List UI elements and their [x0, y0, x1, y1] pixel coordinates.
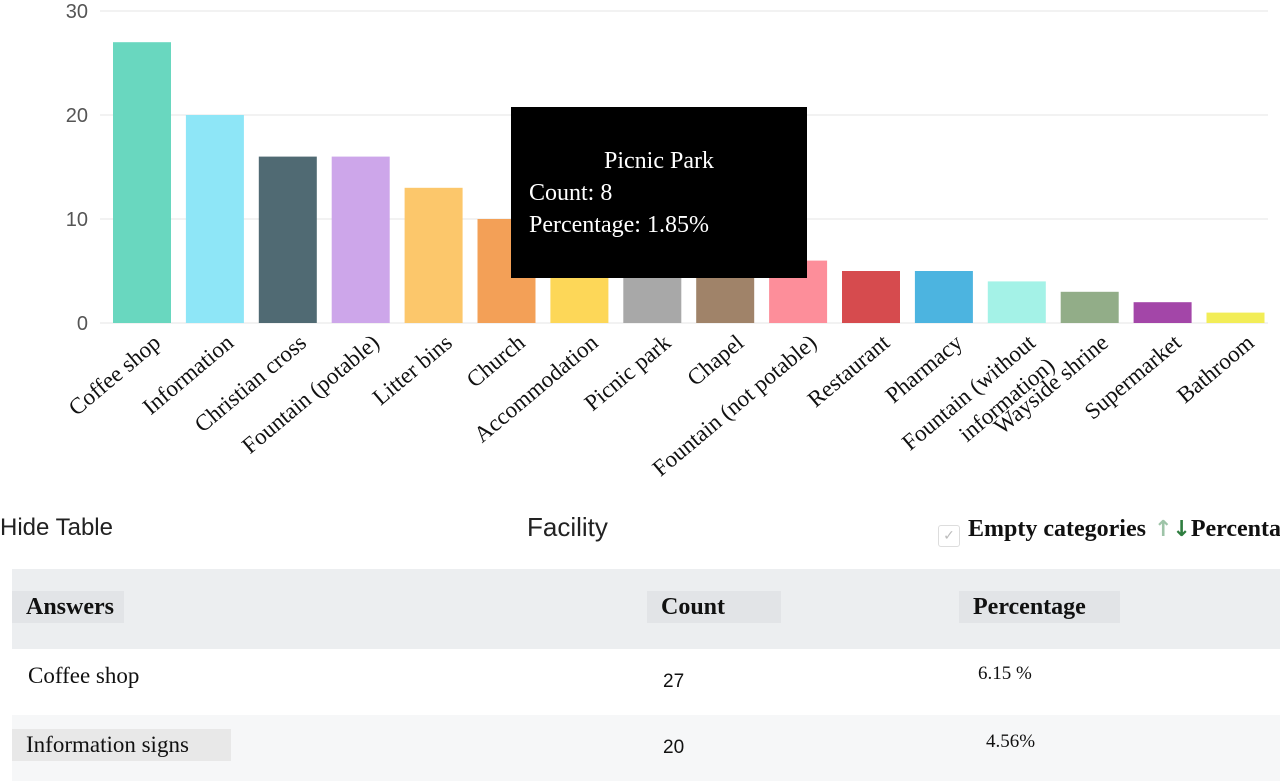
x-tick-label: Litter bins [368, 330, 457, 410]
bar[interactable] [842, 271, 900, 323]
tooltip-count: Count: 8 [529, 180, 613, 206]
count-cell: 20 [663, 737, 685, 758]
bar[interactable] [1060, 291, 1119, 323]
y-tick-label: 0 [77, 313, 88, 335]
bar[interactable] [258, 156, 317, 323]
percentage-header[interactable]: Percentage [959, 591, 1120, 623]
bar[interactable] [404, 187, 463, 323]
tooltip-percentage: Percentage: 1.85% [529, 212, 709, 238]
results-table: Answers Count Percentage Coffee shop 27 … [12, 569, 1280, 781]
table-toolbar: Hide Table Facility ✓ Empty categories ↑↓P… [0, 510, 1280, 554]
bar[interactable] [914, 271, 973, 323]
x-tick-label: Accommodation [469, 329, 603, 447]
answer-cell: Coffee shop [28, 663, 140, 688]
percentage-sort-label[interactable]: Percentage [1190, 516, 1280, 542]
y-axis-ticks: 0 10 20 30 [66, 1, 88, 335]
answers-header[interactable]: Answers [12, 591, 124, 623]
hide-table-button[interactable]: Hide Table [0, 514, 113, 541]
table-row: Coffee shop 27 6.15 % [12, 649, 1280, 715]
y-tick-label: 30 [66, 1, 88, 23]
answer-cell: Information signs [12, 729, 231, 761]
x-tick-label-text: Bathroom [1172, 330, 1259, 408]
table-header: Answers Count Percentage [12, 569, 1280, 649]
x-tick-label-text: Restaurant [803, 329, 895, 412]
check-icon[interactable]: ✓ [938, 525, 960, 547]
x-tick-label-text: Chapel [682, 330, 748, 391]
percentage-cell: 4.56% [986, 731, 1036, 752]
x-tick-label: Chapel [682, 330, 748, 391]
bar[interactable] [113, 42, 171, 323]
bar[interactable] [185, 115, 244, 323]
percentage-cell: 6.15 % [978, 663, 1032, 684]
count-header[interactable]: Count [647, 591, 782, 623]
bar[interactable] [987, 281, 1046, 323]
x-tick-label-text: Accommodation [469, 329, 603, 447]
question-title: Facility [527, 512, 608, 542]
tooltip-title: Picnic Park [604, 148, 714, 174]
sort-arrows-icon[interactable]: ↑↓ [1153, 517, 1191, 542]
bar[interactable] [1206, 312, 1265, 323]
chart-bars [113, 42, 1265, 323]
empty-categories-control: ✓ Empty categories ↑↓Percentage [938, 516, 1280, 547]
bar[interactable] [331, 156, 390, 323]
empty-categories-label: Empty categories [968, 516, 1146, 542]
table-row: Information signs 20 4.56% [12, 715, 1280, 781]
y-tick-label: 20 [66, 105, 88, 127]
chart-tooltip: Picnic Park Count: 8 Percentage: 1.85% [511, 107, 807, 278]
x-tick-label: Church [462, 329, 530, 392]
x-tick-label: Bathroom [1172, 330, 1259, 408]
x-tick-label: Restaurant [803, 329, 895, 412]
bar-chart: 0 10 20 30 Coffee shopInformationChristian … [64, 1, 1268, 481]
x-tick-label-text: Church [462, 329, 530, 392]
x-tick-label-text: Litter bins [368, 330, 457, 410]
y-tick-label: 10 [66, 209, 88, 231]
count-cell: 27 [663, 671, 685, 692]
bar[interactable] [1133, 302, 1192, 323]
